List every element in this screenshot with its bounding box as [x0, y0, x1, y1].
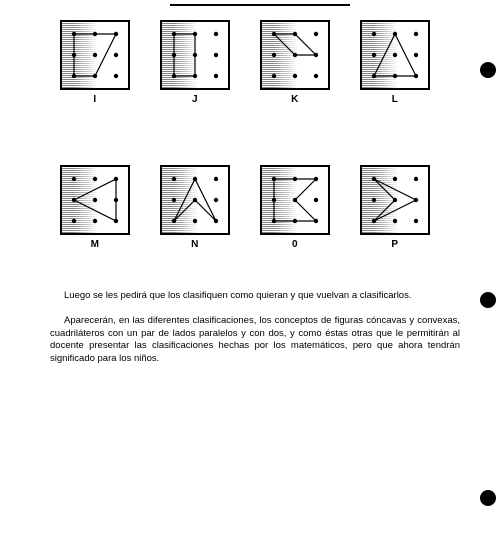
figure-L: L: [360, 20, 430, 105]
figure-J: J: [160, 20, 230, 105]
paragraph-2: Aparecerán, en las diferentes clasificac…: [50, 315, 460, 366]
figure-label-I: I: [93, 94, 96, 105]
geoboard-I: [60, 20, 130, 90]
figure-I: I: [60, 20, 130, 105]
figure-label-P: P: [391, 239, 398, 250]
figure-row-2: M N 0 P: [60, 165, 460, 250]
figure-label-M: M: [91, 239, 100, 250]
figure-M: M: [60, 165, 130, 250]
binder-hole-icon: [480, 62, 496, 78]
geoboard-K: [260, 20, 330, 90]
binder-hole-icon: [480, 292, 496, 308]
figure-label-K: K: [291, 94, 299, 105]
geoboard-M: [60, 165, 130, 235]
figure-label-J: J: [192, 94, 198, 105]
page-content: I J K L M N 0 P Luego: [0, 0, 500, 386]
paragraph-1: Luego se les pedirá que los clasifiquen …: [50, 290, 460, 303]
figure-row-1: I J K L: [60, 20, 460, 105]
figure-N: N: [160, 165, 230, 250]
geoboard-N: [160, 165, 230, 235]
geoboard-0: [260, 165, 330, 235]
geoboard-J: [160, 20, 230, 90]
header-rule: [170, 4, 350, 6]
figure-K: K: [260, 20, 330, 105]
geoboard-P: [360, 165, 430, 235]
figure-label-N: N: [191, 239, 199, 250]
figure-label-L: L: [392, 94, 399, 105]
figure-P: P: [360, 165, 430, 250]
figure-label-0: 0: [292, 239, 298, 250]
geoboard-L: [360, 20, 430, 90]
figure-0: 0: [260, 165, 330, 250]
binder-hole-icon: [480, 490, 496, 506]
